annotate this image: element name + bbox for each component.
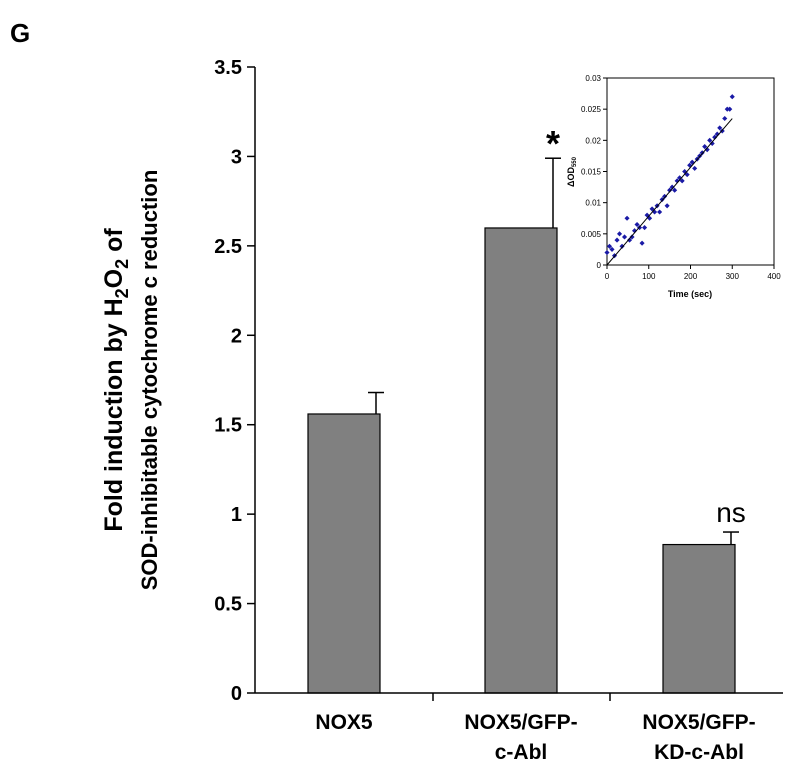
inset-frame-background <box>565 72 787 315</box>
inset-point <box>709 140 715 146</box>
bar <box>307 413 381 694</box>
y-tick-label: 2.5 <box>214 236 242 258</box>
x-axis-labels: NOX5 NOX5/GFP-c-Abl NOX5/GFP- KD-c-Abl <box>315 693 756 764</box>
x-tick-label: NOX5/GFP- <box>464 711 577 734</box>
y-axis-title-line2: SOD-inhibitable cytochrome c reduction <box>137 170 162 591</box>
inset-y-tick-label: 0.02 <box>585 136 601 145</box>
bar <box>662 543 736 694</box>
y-tick-label: 0 <box>231 683 242 705</box>
inset-x-tick-label: 300 <box>726 272 740 281</box>
y-tick-label: 2 <box>231 325 242 347</box>
y-axis-title-main-text: O <box>100 269 128 288</box>
panel-label: G <box>10 18 30 48</box>
inset-x-axis-title: Time (sec) <box>668 289 712 299</box>
inset-point <box>614 237 620 243</box>
y-tick-label: 0.5 <box>214 594 242 616</box>
inset-y-axis-title-subscript: 550 <box>572 156 578 167</box>
inset-fit-line <box>606 118 733 266</box>
significance-star: * <box>546 123 560 164</box>
inset-y-tick-label: 0.03 <box>585 74 601 83</box>
inset-y-tick-label: 0.01 <box>585 199 601 208</box>
inset-y-tick-label: 0.005 <box>581 230 602 239</box>
x-tick-label: NOX5 <box>315 711 373 734</box>
y-tick-label: 1 <box>231 504 242 526</box>
inset-x-tick-label: 200 <box>684 272 698 281</box>
x-tick-label: KD-c-Abl <box>654 741 744 764</box>
inset-y-tick-label: 0.025 <box>581 105 602 114</box>
inset-y-tick-label: 0.015 <box>581 168 602 177</box>
y-axis-title-line1: Fold induction by H2O2 of <box>100 228 132 532</box>
inset-x-tick-label: 400 <box>767 272 781 281</box>
inset-x-tick-label: 100 <box>642 272 656 281</box>
significance-ns: ns <box>716 497 746 528</box>
inset-scatter-chart: 0 100 200 300 400 0 0.005 0.01 0.015 0.02 0.025 0.0… <box>565 72 787 315</box>
y-axis-title-subscript: 2 <box>112 288 132 298</box>
main-bar-chart: Fold induction by H2O2 of SOD-inhibitabl… <box>100 57 783 764</box>
y-axis-title-main-text: Fold induction by H <box>100 298 128 531</box>
inset-y-axis-title: ΔOD550 <box>566 156 578 187</box>
inset-axis-ticks: 0 100 200 300 400 0 0.005 0.01 0.015 0.02 0.025 0.0… <box>581 74 781 281</box>
y-axis-title-main-text: of <box>100 228 128 259</box>
y-tick-label: 3 <box>231 146 242 168</box>
inset-point <box>707 137 713 143</box>
y-tick-label: 3.5 <box>214 57 242 79</box>
y-axis-ticks: 0 0.5 1 1.5 2 2.5 3 3.5 <box>214 57 255 705</box>
inset-point <box>679 178 685 184</box>
x-tick-label: NOX5/GFP- <box>642 711 755 734</box>
x-tick-label: c-Abl <box>495 741 548 764</box>
inset-y-tick-label: 0 <box>597 261 602 270</box>
inset-point <box>619 243 625 249</box>
y-axis-title-subscript: 2 <box>112 259 132 269</box>
inset-x-tick-label: 0 <box>605 272 610 281</box>
y-tick-label: 1.5 <box>214 415 242 437</box>
bar <box>484 227 558 694</box>
inset-y-axis-title-main: ΔOD <box>566 167 576 187</box>
inset-point <box>669 184 675 190</box>
